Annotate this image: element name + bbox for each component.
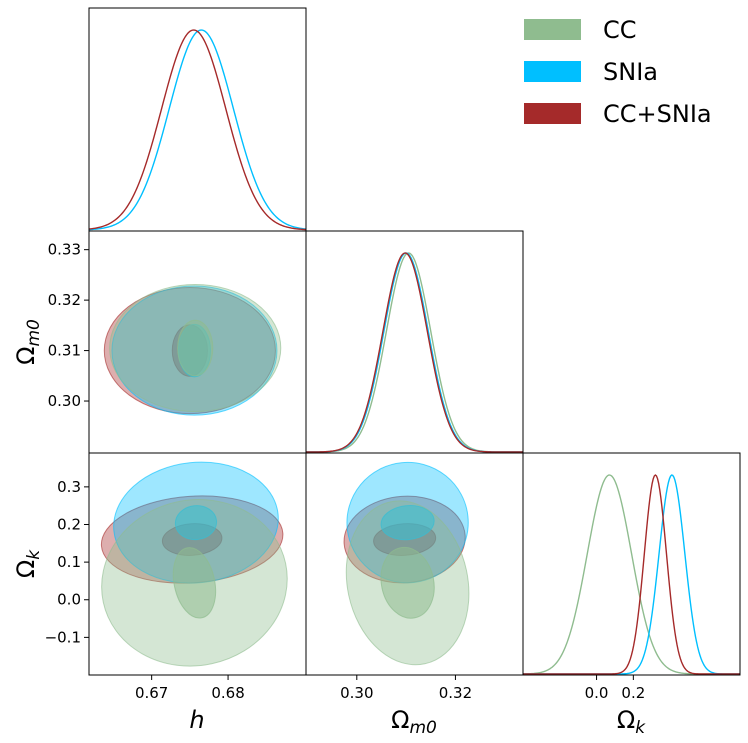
- axis-labels: h Ωm0 Ωk Ωm0 Ωk: [12, 319, 646, 738]
- axis-ticks: 0.67 0.68 0.30 0.32 0.0 0.2 0.30 0.31 0.32 0.33 −0…: [45, 241, 646, 702]
- xlabel-ok-main: Ω: [617, 706, 635, 734]
- ytick-label-ok: 0.3: [57, 478, 81, 496]
- panel-h-ok: [88, 452, 307, 676]
- xlabel-ok-sub: k: [635, 718, 646, 738]
- ytick-label-om: 0.30: [48, 392, 81, 410]
- xlabel-h: h: [189, 706, 204, 734]
- legend: CC SNIa CC+SNIa: [524, 16, 712, 128]
- ylabel-ok: Ωk: [12, 549, 44, 578]
- marginal-cc-om: [306, 252, 523, 453]
- ytick-label-om: 0.31: [48, 342, 81, 360]
- xlabel-om-main: Ω: [391, 706, 409, 734]
- xtick-label-ok: 0.0: [585, 684, 609, 702]
- ylabel-om: Ωm0: [12, 319, 44, 365]
- xtick-label-om: 0.32: [439, 684, 472, 702]
- legend-swatch-snia: [524, 61, 581, 82]
- contour-inner-cc-h-om: [177, 319, 214, 377]
- marginal-snia-ok: [523, 474, 740, 675]
- ytick-label-om: 0.33: [48, 241, 81, 259]
- contour-inner-snia-om-ok: [380, 505, 435, 541]
- legend-label-cc-snia: CC+SNIa: [603, 100, 712, 128]
- marginal-cc-snia-ok: [523, 474, 740, 675]
- legend-swatch-cc: [524, 19, 581, 40]
- panel-ok-marginal: [522, 452, 741, 676]
- contour-inner-snia-h-ok: [174, 505, 218, 541]
- ylabel-ok-main: Ω: [12, 560, 40, 578]
- marginal-snia-om: [306, 252, 523, 453]
- xlabel-om: Ωm0: [391, 706, 437, 738]
- ylabel-om-sub: m0: [24, 319, 44, 346]
- contour-inner-cc-om-ok: [380, 546, 435, 619]
- marginal-cc-ok: [523, 474, 740, 675]
- legend-label-cc: CC: [603, 16, 637, 44]
- panel-h-om: [88, 230, 307, 454]
- ytick-label-om: 0.32: [48, 291, 81, 309]
- ylabel-ok-sub: k: [24, 549, 44, 560]
- ytick-label-ok: −0.1: [45, 628, 81, 646]
- xtick-label-h: 0.68: [211, 684, 244, 702]
- ylabel-om-main: Ω: [12, 347, 40, 365]
- marginal-snia-h: [89, 29, 306, 231]
- xlabel-ok: Ωk: [617, 706, 646, 738]
- ytick-label-ok: 0.2: [57, 515, 81, 533]
- marginal-cc-snia-h: [89, 29, 306, 231]
- ytick-label-ok: 0.0: [57, 591, 81, 609]
- marginal-cc-snia-om: [306, 252, 523, 453]
- xtick-label-om: 0.30: [340, 684, 373, 702]
- panel-om-ok: [305, 452, 524, 676]
- legend-swatch-cc-snia: [524, 103, 581, 124]
- xtick-label-h: 0.67: [135, 684, 168, 702]
- panel-h-marginal: [88, 7, 307, 232]
- ytick-label-ok: 0.1: [57, 553, 81, 571]
- contour-inner-cc-h-ok: [172, 547, 217, 619]
- panel-om-marginal: [305, 230, 524, 454]
- xlabel-om-sub: m0: [409, 718, 436, 738]
- xtick-label-ok: 0.2: [621, 684, 645, 702]
- legend-label-snia: SNIa: [603, 58, 658, 86]
